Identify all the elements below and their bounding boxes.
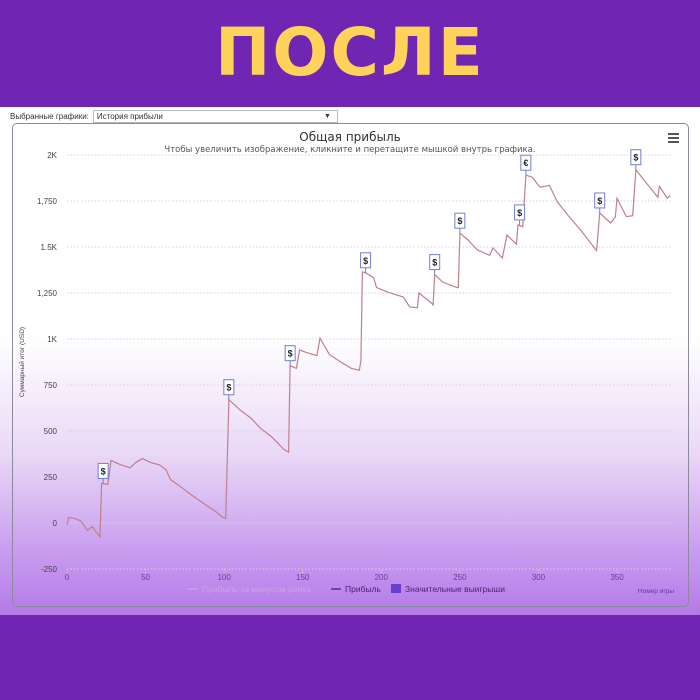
big-win-marker[interactable]: $	[360, 252, 372, 273]
marker-label: $	[288, 349, 293, 359]
x-tick-label: 100	[217, 573, 231, 582]
marker-label: $	[226, 383, 231, 393]
y-tick-label: 1K	[47, 335, 57, 344]
big-win-marker[interactable]: $	[514, 204, 526, 225]
headline: ПОСЛЕ	[215, 14, 485, 91]
chart-title: Общая прибыль	[299, 130, 400, 144]
x-tick-label: 50	[141, 573, 150, 582]
x-tick-label: 150	[296, 573, 310, 582]
big-win-marker[interactable]: $	[97, 462, 109, 484]
y-tick-label: 0	[53, 519, 58, 528]
hamburger-menu-icon[interactable]	[668, 133, 679, 143]
y-tick-label: 500	[44, 427, 58, 436]
legend-item-profit[interactable]: Прибыль	[345, 584, 382, 594]
y-tick-label: 1.5K	[41, 243, 58, 252]
y-tick-label: -250	[41, 565, 58, 574]
chevron-down-icon: ▼	[323, 112, 331, 120]
big-win-marker[interactable]: $	[429, 254, 441, 275]
x-axis-label: Номер игры	[638, 588, 674, 595]
marker-label: $	[517, 208, 522, 218]
chart-subtitle: Чтобы увеличить изображение, кликните и …	[164, 145, 535, 155]
marker-label: $	[457, 216, 462, 226]
y-tick-label: 250	[44, 473, 58, 482]
big-win-marker[interactable]: $	[454, 212, 466, 234]
legend: Прибыль за минусом рейка Прибыль Значите…	[188, 584, 505, 594]
chart-container[interactable]	[12, 123, 689, 607]
marker-label: $	[633, 153, 638, 163]
big-win-marker[interactable]: $	[223, 379, 235, 400]
x-tick-label: 200	[375, 573, 389, 582]
chart-selector-value: История прибыли	[96, 111, 163, 121]
chart-selector-dropdown[interactable]: История прибыли ▼	[92, 109, 338, 123]
marker-label: $	[432, 258, 437, 268]
big-win-marker[interactable]: $	[630, 149, 642, 170]
marker-label: $	[363, 256, 368, 266]
big-win-marker[interactable]: $	[284, 345, 296, 366]
y-tick-label: 1,250	[37, 289, 58, 298]
x-tick-label: 250	[453, 573, 467, 582]
bottom-band	[0, 615, 700, 700]
big-win-marker[interactable]: $	[594, 192, 606, 213]
x-tick-label: 350	[610, 573, 624, 582]
legend-item-big-wins[interactable]: Значительные выигрыши	[405, 584, 505, 594]
y-tick-label: 2K	[47, 151, 57, 160]
y-axis-label: Суммарный итог (USD)	[18, 327, 26, 397]
x-tick-label: 0	[65, 573, 70, 582]
x-tick-label: 300	[532, 573, 546, 582]
y-tick-label: 1,750	[37, 197, 58, 206]
legend-item-net[interactable]: Прибыль за минусом рейка	[202, 584, 311, 594]
y-tick-label: 750	[44, 381, 58, 390]
series-line-profit	[66, 168, 671, 539]
marker-label: $	[101, 466, 106, 476]
marker-label: €	[523, 158, 528, 168]
chart-selector-bar: Выбранные графики: История прибыли ▼	[10, 109, 338, 123]
big-win-marker[interactable]: €	[520, 154, 532, 176]
chart-selector-label: Выбранные графики:	[10, 111, 89, 121]
legend-square-icon	[391, 584, 401, 593]
chart-panel: Выбранные графики: История прибыли ▼	[0, 107, 700, 615]
marker-label: $	[597, 196, 602, 206]
